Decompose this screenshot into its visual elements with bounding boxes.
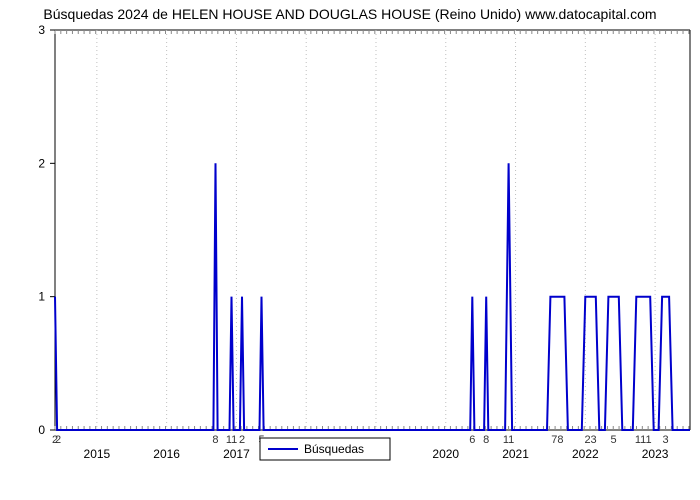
x-year-label: 2021 (502, 447, 529, 461)
y-tick-label: 2 (38, 156, 45, 170)
value-label: 11 (503, 434, 514, 446)
chart-container: Búsquedas 2024 de HELEN HOUSE AND DOUGLA… (0, 0, 700, 500)
x-year-label: 2022 (572, 447, 599, 461)
x-year-label: 2023 (642, 447, 669, 461)
value-label: 78 (551, 434, 563, 446)
value-label: 8 (212, 434, 218, 446)
value-label: 3 (663, 434, 669, 446)
legend-label: Búsquedas (304, 442, 364, 456)
value-label: 23 (584, 434, 596, 446)
x-year-label: 2016 (153, 447, 180, 461)
chart-title: Búsquedas 2024 de HELEN HOUSE AND DOUGLA… (0, 6, 700, 22)
x-year-label: 2015 (84, 447, 111, 461)
data-line (55, 163, 690, 430)
value-label: 11 (226, 434, 237, 446)
y-tick-label: 1 (38, 290, 45, 304)
x-year-label: 2020 (432, 447, 459, 461)
x-year-label: 2017 (223, 447, 250, 461)
value-label: 2 (239, 434, 245, 446)
value-label: 6 (469, 434, 475, 446)
y-tick-label: 0 (38, 423, 45, 437)
value-label: 5 (611, 434, 617, 446)
value-label: 2 (55, 434, 61, 446)
y-tick-label: 3 (38, 23, 45, 37)
value-label: 8 (483, 434, 489, 446)
line-chart: 0123201520162017201820192020202120222023… (0, 0, 700, 500)
value-label: 111 (635, 434, 652, 446)
